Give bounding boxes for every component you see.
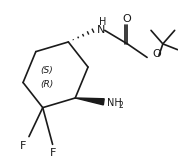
Text: (S): (S) [40, 66, 53, 75]
Text: H: H [99, 17, 107, 27]
Text: NH: NH [107, 98, 122, 108]
Text: O: O [152, 48, 161, 59]
Text: 2: 2 [118, 101, 123, 110]
Polygon shape [75, 98, 104, 105]
Text: F: F [20, 141, 26, 151]
Text: N: N [97, 25, 105, 35]
Text: F: F [49, 148, 56, 158]
Text: O: O [122, 14, 131, 24]
Text: (R): (R) [40, 80, 53, 89]
